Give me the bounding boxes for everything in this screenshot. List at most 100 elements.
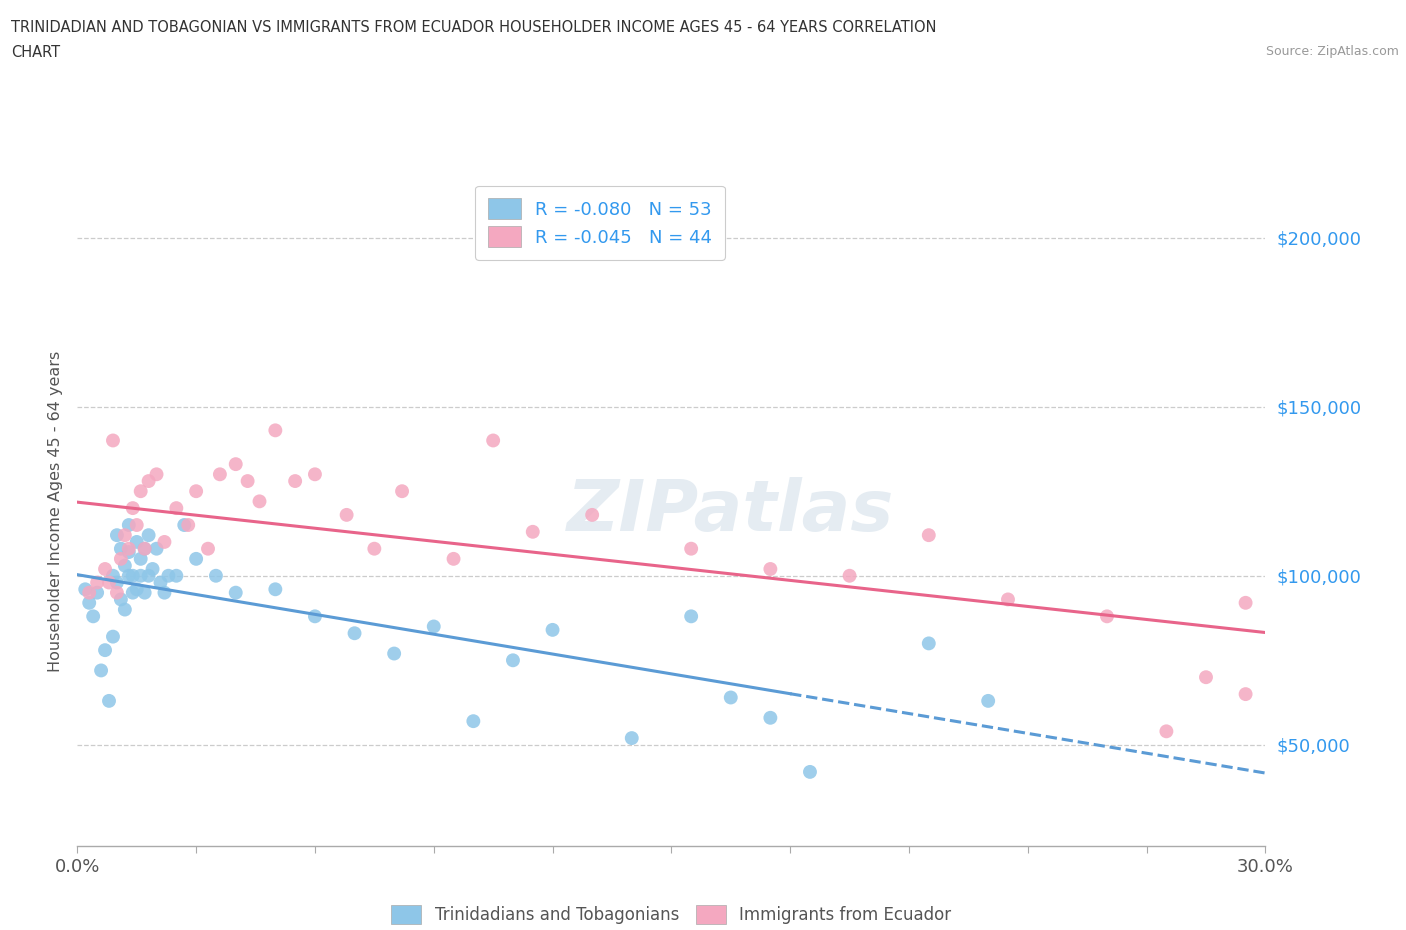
Point (522, 525, 544, 539)
Point (118, 568, 141, 583)
Point (918, 527, 941, 542)
Point (157, 568, 180, 583)
Point (129, 568, 152, 583)
Point (838, 568, 860, 583)
Point (121, 500, 143, 515)
Y-axis label: Householder Income Ages 45 - 64 years: Householder Income Ages 45 - 64 years (48, 351, 63, 672)
Point (681, 541, 703, 556)
Point (620, 731, 643, 746)
Text: ZIPatlas: ZIPatlas (567, 477, 894, 546)
Point (759, 562, 782, 577)
Point (125, 518, 148, 533)
Point (541, 622, 564, 637)
Point (75, 582, 97, 597)
Point (177, 518, 200, 533)
Point (681, 609, 703, 624)
Point (90, 663, 112, 678)
Point (249, 494, 271, 509)
Point (138, 568, 160, 583)
Point (1095, 609, 1118, 624)
Point (145, 541, 167, 556)
Point (94, 643, 117, 658)
Point (149, 575, 172, 590)
Point (581, 508, 603, 523)
Point (110, 541, 132, 556)
Point (799, 764, 821, 779)
Point (720, 690, 742, 705)
Point (118, 541, 141, 556)
Text: CHART: CHART (11, 45, 60, 60)
Point (264, 582, 287, 597)
Point (114, 602, 136, 617)
Point (105, 527, 128, 542)
Point (118, 518, 141, 533)
Point (304, 609, 326, 624)
Point (118, 545, 141, 560)
Point (142, 562, 165, 577)
Point (1195, 670, 1218, 684)
Point (304, 467, 326, 482)
Point (110, 592, 132, 607)
Point (145, 467, 167, 482)
Point (1234, 595, 1257, 610)
Point (125, 582, 148, 597)
Point (94, 562, 117, 577)
Point (197, 541, 219, 556)
Point (443, 551, 465, 566)
Point (284, 473, 307, 488)
Point (86, 575, 108, 590)
Point (463, 713, 485, 728)
Point (138, 527, 160, 542)
Point (482, 433, 505, 448)
Point (114, 527, 136, 542)
Point (423, 619, 446, 634)
Point (343, 626, 366, 641)
Point (125, 535, 148, 550)
Point (363, 541, 385, 556)
Point (391, 484, 413, 498)
Point (382, 646, 405, 661)
Point (225, 457, 247, 472)
Point (173, 518, 195, 533)
Point (236, 473, 259, 488)
Point (1234, 686, 1257, 701)
Point (205, 568, 228, 583)
Point (98, 575, 121, 590)
Point (759, 711, 782, 725)
Text: TRINIDADIAN AND TOBAGONIAN VS IMMIGRANTS FROM ECUADOR HOUSEHOLDER INCOME AGES 45: TRINIDADIAN AND TOBAGONIAN VS IMMIGRANTS… (11, 20, 936, 35)
Point (129, 551, 152, 566)
Point (101, 630, 124, 644)
Point (1156, 724, 1178, 738)
Point (153, 585, 176, 600)
Point (918, 636, 941, 651)
Point (121, 585, 143, 600)
Point (129, 484, 152, 498)
Point (134, 585, 156, 600)
Point (105, 585, 128, 600)
Point (134, 541, 156, 556)
Point (110, 551, 132, 566)
Point (101, 568, 124, 583)
Point (977, 694, 1000, 709)
Text: Source: ZipAtlas.com: Source: ZipAtlas.com (1265, 45, 1399, 58)
Point (165, 568, 187, 583)
Point (186, 551, 208, 566)
Point (98, 694, 121, 709)
Point (134, 541, 156, 556)
Point (114, 558, 136, 573)
Point (121, 568, 143, 583)
Point (153, 535, 176, 550)
Point (86, 585, 108, 600)
Point (502, 653, 524, 668)
Point (105, 575, 128, 590)
Point (225, 585, 247, 600)
Point (208, 467, 231, 482)
Legend: Trinidadians and Tobagonians, Immigrants from Ecuador: Trinidadians and Tobagonians, Immigrants… (385, 898, 957, 930)
Point (186, 484, 208, 498)
Point (77, 595, 100, 610)
Point (82, 609, 104, 624)
Point (336, 508, 359, 523)
Point (77, 585, 100, 600)
Point (101, 433, 124, 448)
Point (165, 500, 187, 515)
